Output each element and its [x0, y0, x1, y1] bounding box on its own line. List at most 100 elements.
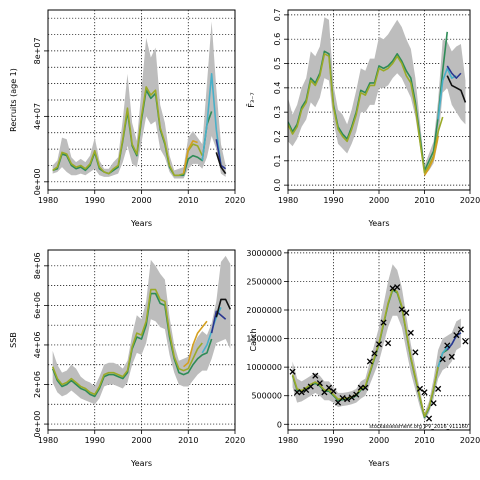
x-tick-label: 2020 — [225, 196, 245, 205]
observed-point — [385, 340, 392, 347]
y-tick-label: 2e+06 — [33, 371, 42, 398]
observed-marker-stroke — [425, 415, 433, 422]
x-axis-label: Years — [367, 219, 389, 228]
observed-point — [416, 385, 424, 392]
observed-point — [371, 350, 378, 357]
observed-point — [298, 389, 305, 396]
y-tick-label: 1500000 — [246, 335, 282, 344]
y-tick-label: 2000000 — [246, 306, 282, 315]
x-tick-label: 1990 — [323, 436, 343, 445]
y-axis-label: SSB — [9, 332, 18, 348]
observed-marker-stroke — [403, 309, 410, 316]
x-tick-label: 1980 — [278, 196, 298, 205]
observed-marker-stroke — [435, 385, 442, 392]
x-tick-label: 2020 — [460, 196, 480, 205]
observed-point — [457, 326, 464, 333]
observed-marker-stroke — [357, 384, 364, 391]
observed-point — [389, 285, 396, 292]
x-tick-label: 1990 — [85, 436, 105, 445]
x-tick-label: 2000 — [131, 436, 151, 445]
y-tick-label: 0e+00 — [33, 411, 42, 438]
observed-marker-stroke — [348, 394, 355, 401]
y-axis-label: F̄₃₋₇ — [246, 92, 256, 107]
confidence-band — [288, 17, 466, 176]
observed-point — [425, 415, 433, 422]
plot-area — [288, 17, 467, 176]
series-line-5 — [446, 75, 467, 103]
x-tick-label: 2010 — [178, 196, 198, 205]
observed-marker-stroke — [330, 388, 337, 395]
observed-point — [403, 309, 410, 316]
series-line-2 — [182, 140, 198, 174]
observed-marker-stroke — [316, 380, 323, 387]
y-tick-label: 0.3 — [273, 106, 282, 119]
series-line-1 — [291, 288, 439, 418]
series-line-1 — [288, 52, 444, 174]
observed-marker-stroke — [325, 384, 333, 391]
x-tick-label: 1990 — [85, 196, 105, 205]
observed-marker-stroke — [385, 340, 392, 347]
observed-marker-stroke — [448, 353, 455, 360]
chart-panel-top-left: 1980 1990 2000 2010 2020 0e+00 4e+07 8e+07 Years… — [9, 9, 245, 228]
observed-marker-stroke — [334, 399, 342, 406]
observed-point — [375, 341, 383, 348]
observed-point — [353, 391, 360, 398]
y-tick-label: 0.0 — [273, 179, 282, 192]
observed-marker-stroke — [371, 350, 378, 357]
observed-point — [339, 394, 346, 402]
x-tick-label: 1980 — [38, 196, 58, 205]
observed-point — [439, 356, 446, 363]
x-tick-label: 1980 — [278, 436, 298, 445]
observed-marker-stroke — [289, 368, 296, 375]
observed-point — [453, 332, 460, 339]
observed-point — [366, 358, 373, 365]
observed-point — [412, 349, 419, 356]
observed-point — [289, 368, 296, 375]
plot-area — [289, 264, 469, 422]
y-tick-label: 1000000 — [246, 363, 282, 372]
series-line-1 — [51, 288, 203, 396]
y-tick-label: 0.2 — [273, 130, 282, 143]
y-tick-label: 0.1 — [273, 154, 282, 167]
series-line-5 — [215, 298, 232, 318]
y-tick-label: 4e+07 — [33, 103, 42, 130]
observed-point — [362, 384, 369, 391]
x-tick-label: 2000 — [131, 196, 151, 205]
series-line-2 — [423, 136, 439, 176]
observed-marker-stroke — [375, 341, 383, 348]
series-line-1 — [52, 86, 204, 177]
series-line-4 — [446, 65, 462, 79]
y-tick-label: 2500000 — [246, 277, 282, 286]
y-axis-label: Recruits (age 1) — [9, 68, 18, 132]
y-tick-label: 8e+07 — [33, 37, 42, 64]
x-tick-label: 2010 — [414, 436, 434, 445]
observed-marker-stroke — [312, 372, 319, 379]
observed-point — [330, 388, 337, 395]
observed-marker-stroke — [353, 391, 360, 398]
y-tick-label: 8e+06 — [33, 252, 42, 279]
y-tick-label: 6e+06 — [33, 292, 42, 319]
observed-marker-stroke — [298, 389, 305, 396]
observed-point — [394, 284, 401, 291]
observed-point — [316, 380, 323, 387]
observed-point — [421, 389, 428, 396]
x-tick-label: 2010 — [414, 196, 434, 205]
x-tick-label: 2010 — [178, 436, 198, 445]
observed-point — [380, 319, 387, 326]
observed-marker-stroke — [462, 338, 469, 345]
observed-point — [348, 394, 355, 401]
y-tick-label: 0 — [277, 420, 282, 429]
observed-marker-stroke — [362, 384, 369, 391]
y-tick-label: 0.7 — [273, 8, 282, 21]
y-tick-label: 4e+06 — [33, 331, 42, 358]
observed-point — [307, 383, 314, 390]
series-line-5 — [215, 152, 227, 175]
chart-panel-top-right: 1980 1990 2000 2010 2020 0.0 0.1 0.2 0.3 0.4 0.5 0.… — [246, 8, 480, 228]
x-axis-label: Years — [367, 459, 389, 468]
observed-point — [444, 342, 451, 349]
observed-point — [462, 338, 469, 345]
observed-marker-stroke — [421, 389, 428, 396]
observed-marker-stroke — [457, 326, 464, 333]
x-tick-label: 2000 — [369, 196, 389, 205]
observed-marker-stroke — [453, 332, 460, 339]
